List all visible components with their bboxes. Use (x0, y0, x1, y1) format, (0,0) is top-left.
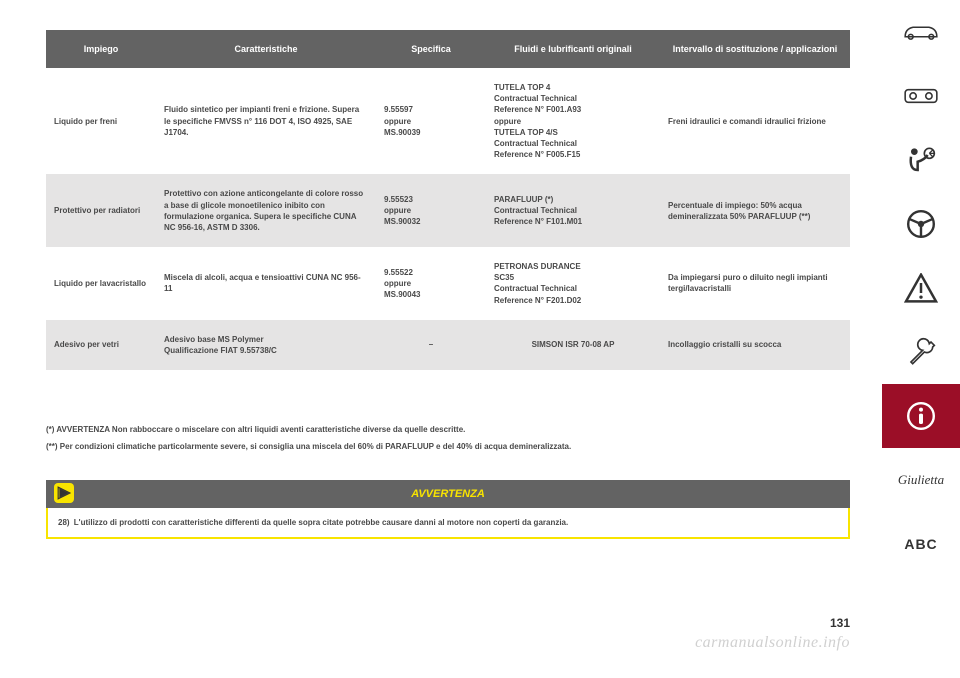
cell-intervallo: Da impiegarsi puro o diluito negli impia… (660, 247, 850, 320)
abc-label: ABC (904, 536, 937, 552)
table-row: Liquido per freni Fluido sintetico per i… (46, 68, 850, 174)
col-fluidi: Fluidi e lubrificanti originali (486, 30, 660, 68)
cell-specifica: – (376, 320, 486, 370)
section-rail: Giulietta ABC (882, 0, 960, 678)
warning-item-text: L'utilizzo di prodotti con caratteristic… (74, 518, 568, 527)
col-caratteristiche: Caratteristiche (156, 30, 376, 68)
table-row: Protettivo per radiatori Protettivo con … (46, 174, 850, 247)
steering-icon (905, 208, 937, 240)
col-impiego: Impiego (46, 30, 156, 68)
hazard-icon (904, 273, 938, 303)
airbag-icon (904, 145, 938, 175)
dashboard-icon (902, 84, 940, 108)
watermark: carmanualsonline.info (695, 634, 850, 652)
cell-specifica: 9.55523oppureMS.90032 (376, 174, 486, 247)
cell-impiego: Protettivo per radiatori (46, 174, 156, 247)
cell-caratteristiche: Protettivo con azione anticongelante di … (156, 174, 376, 247)
cell-intervallo: Percentuale di impiego: 50% acqua demine… (660, 174, 850, 247)
info-icon (905, 400, 937, 432)
cell-specifica: 9.55597oppureMS.90039 (376, 68, 486, 174)
footnotes: (*) AVVERTENZA Non rabboccare o miscelar… (46, 420, 850, 458)
spec-table: Impiego Caratteristiche Specifica Fluidi… (46, 30, 850, 370)
rail-item[interactable] (882, 256, 960, 320)
page-number: 131 (830, 616, 850, 630)
warning-title: AVVERTENZA (411, 488, 485, 500)
warning-triangle-icon (54, 483, 74, 503)
rail-item[interactable] (882, 128, 960, 192)
cell-intervallo: Freni idraulici e comandi idraulici friz… (660, 68, 850, 174)
rail-item[interactable] (882, 192, 960, 256)
cell-caratteristiche: Adesivo base MS PolymerQualificazione FI… (156, 320, 376, 370)
footnote: (**) Per condizioni climatiche particola… (46, 441, 850, 454)
rail-item[interactable]: Giulietta (882, 448, 960, 512)
cell-specifica: 9.55522oppureMS.90043 (376, 247, 486, 320)
cell-impiego: Liquido per lavacristallo (46, 247, 156, 320)
rail-item-active[interactable] (882, 384, 960, 448)
cell-caratteristiche: Miscela di alcoli, acqua e tensioattivi … (156, 247, 376, 320)
warning-box: AVVERTENZA 28) L'utilizzo di prodotti co… (46, 480, 850, 539)
col-specifica: Specifica (376, 30, 486, 68)
cell-fluidi: PETRONAS DURANCESC35Contractual Technica… (486, 247, 660, 320)
page: { "table": { "columns": [ "Impiego", "Ca… (0, 0, 960, 678)
car-icon (902, 20, 940, 44)
rail-item[interactable] (882, 0, 960, 64)
giulietta-label: Giulietta (898, 472, 944, 488)
footnote: (*) AVVERTENZA Non rabboccare o miscelar… (46, 424, 850, 437)
rail-item[interactable]: ABC (882, 512, 960, 576)
cell-impiego: Liquido per freni (46, 68, 156, 174)
wrench-icon (904, 337, 938, 367)
col-intervallo: Intervallo di sostituzione / applicazion… (660, 30, 850, 68)
table-row: Adesivo per vetri Adesivo base MS Polyme… (46, 320, 850, 370)
cell-fluidi: TUTELA TOP 4Contractual TechnicalReferen… (486, 68, 660, 174)
warning-body: 28) L'utilizzo di prodotti con caratteri… (46, 508, 850, 539)
cell-caratteristiche: Fluido sintetico per impianti freni e fr… (156, 68, 376, 174)
rail-item[interactable] (882, 320, 960, 384)
cell-impiego: Adesivo per vetri (46, 320, 156, 370)
table-row: Liquido per lavacristallo Miscela di alc… (46, 247, 850, 320)
cell-intervallo: Incollaggio cristalli su scocca (660, 320, 850, 370)
warning-header: AVVERTENZA (46, 480, 850, 508)
cell-fluidi: PARAFLUUP (*)Contractual TechnicalRefere… (486, 174, 660, 247)
spec-table-header-row: Impiego Caratteristiche Specifica Fluidi… (46, 30, 850, 68)
rail-item[interactable] (882, 64, 960, 128)
cell-fluidi: SIMSON ISR 70-08 AP (486, 320, 660, 370)
warning-item-num: 28) (58, 518, 70, 527)
